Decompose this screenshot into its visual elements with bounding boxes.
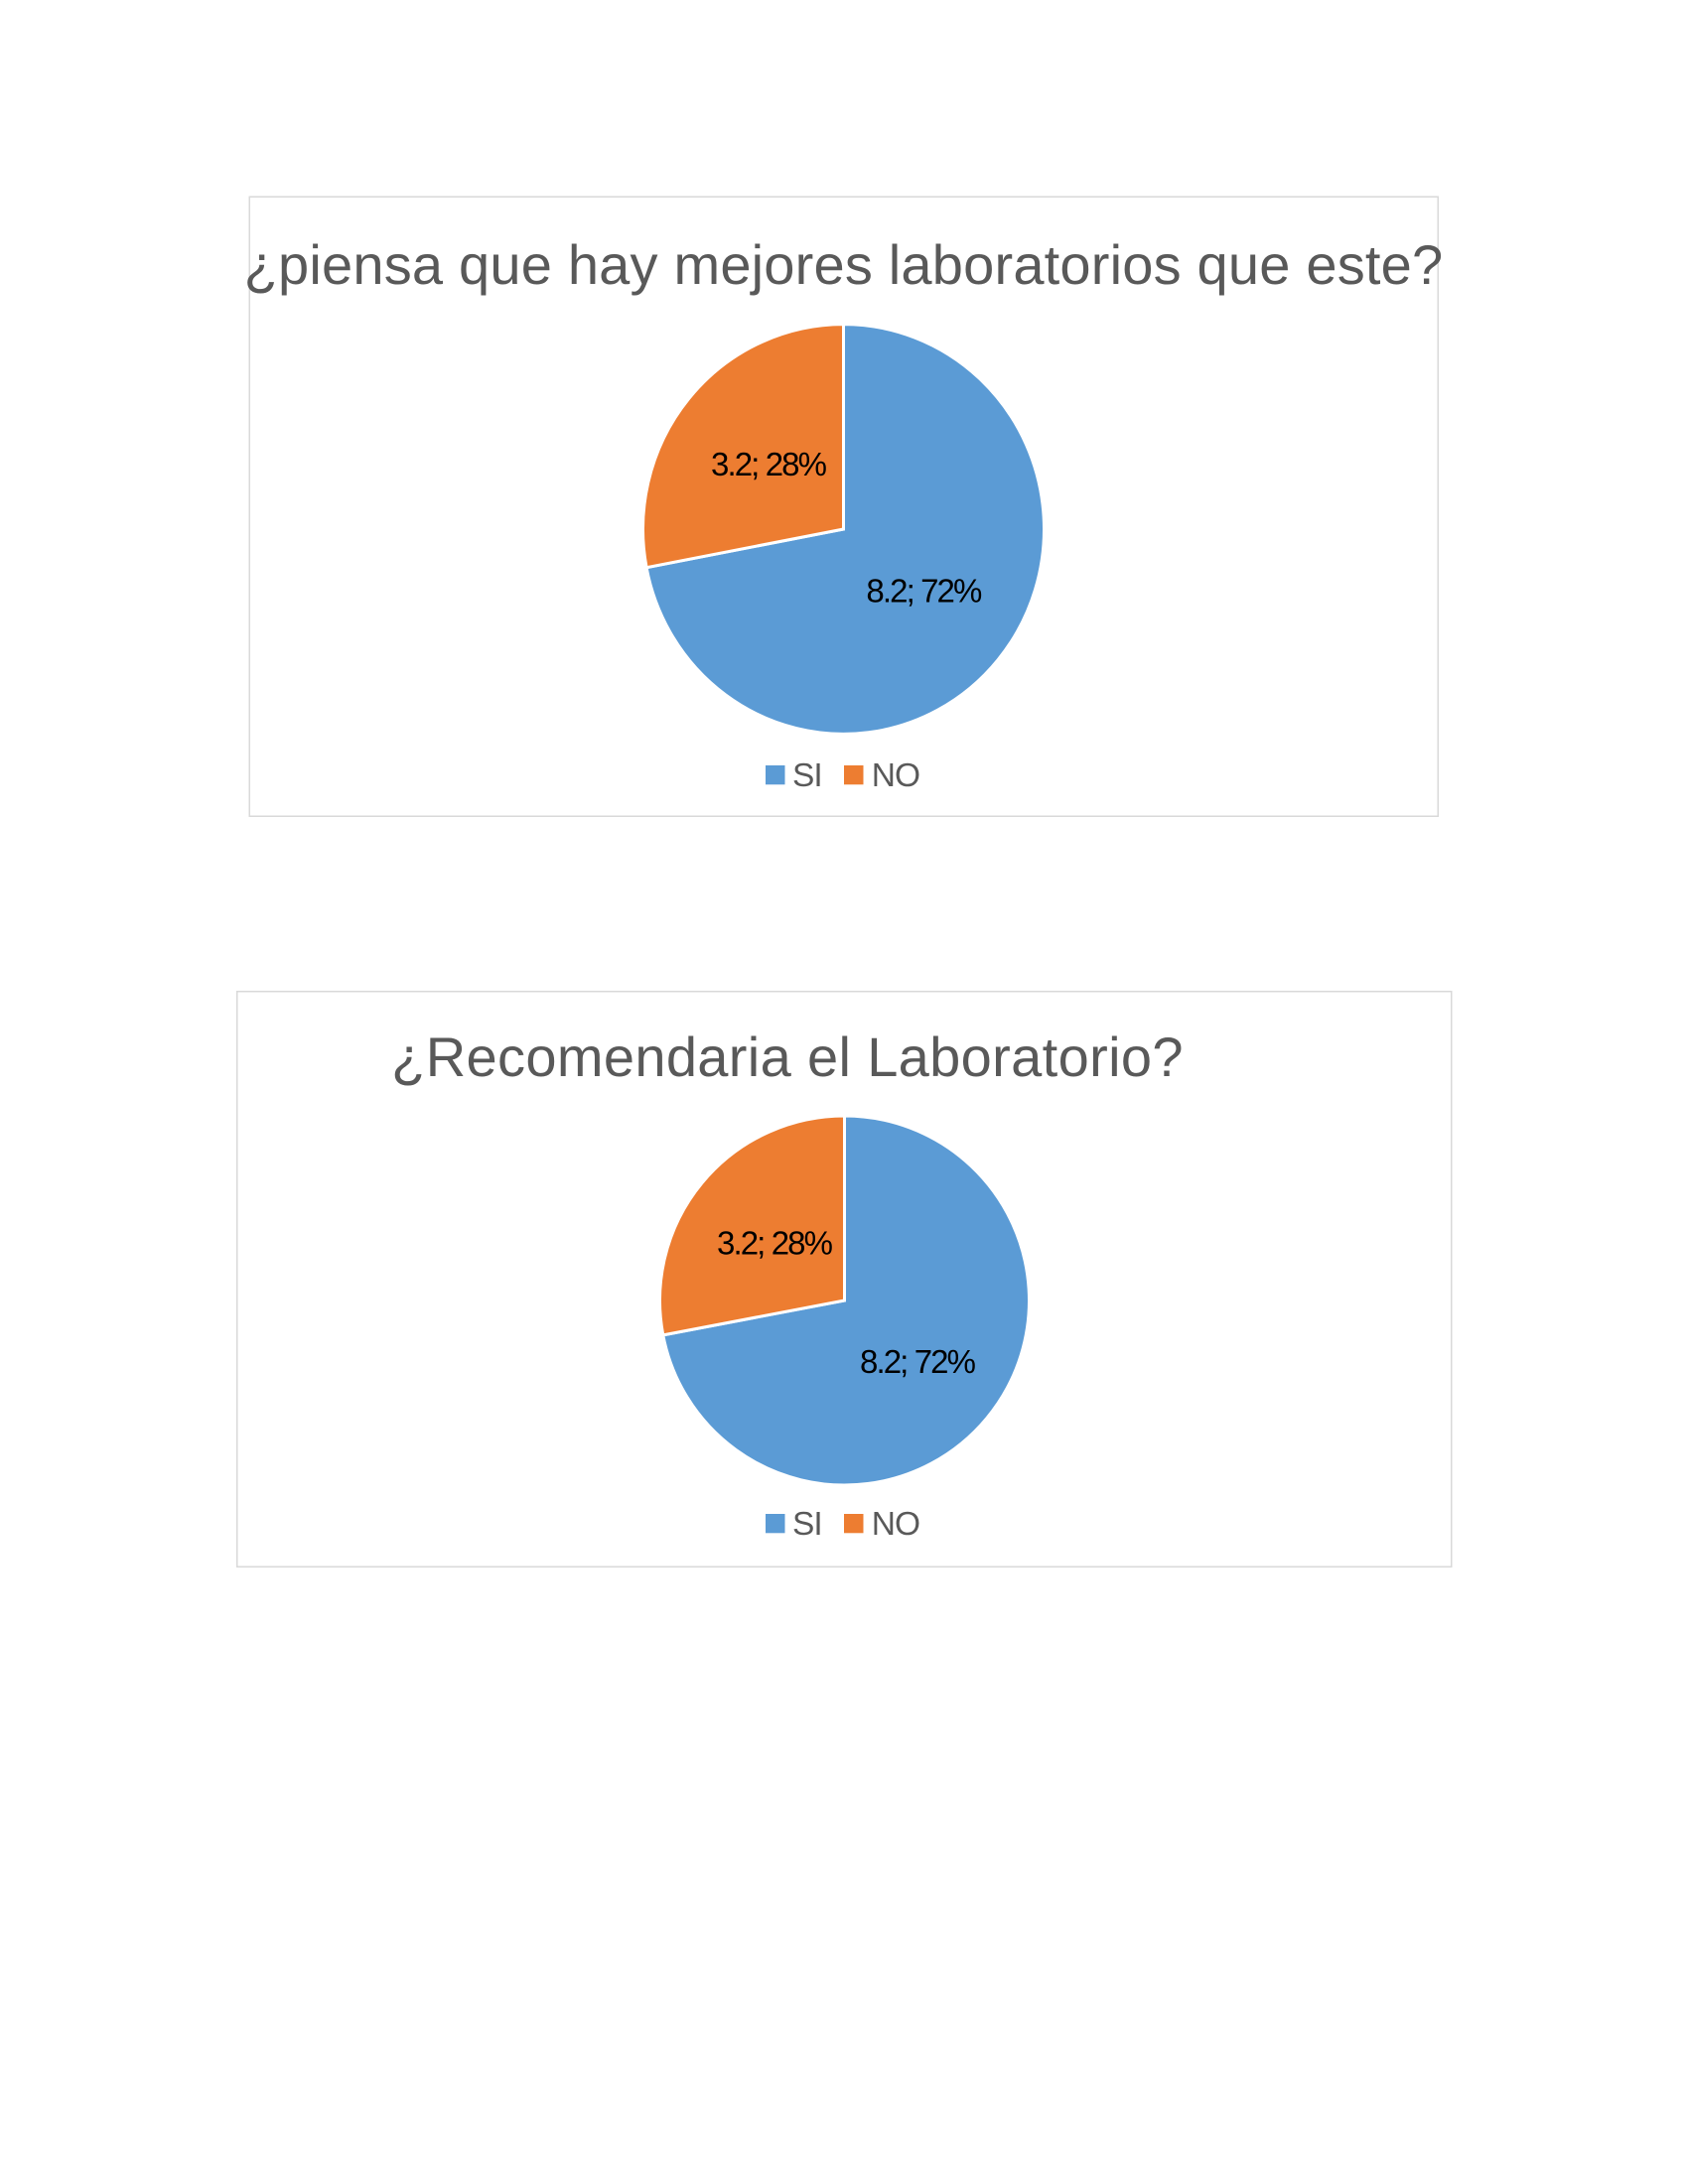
svg-text:SI: SI — [792, 757, 822, 794]
svg-text:¿Recomendaria el Laboratorio?: ¿Recomendaria el Laboratorio? — [391, 1025, 1184, 1088]
svg-text:8.2; 72%: 8.2; 72% — [860, 1343, 976, 1380]
svg-text:SI: SI — [792, 1506, 822, 1543]
svg-text:¿piensa que hay mejores labora: ¿piensa que hay mejores laboratorios que… — [244, 233, 1444, 296]
svg-text:8.2; 72%: 8.2; 72% — [866, 573, 982, 610]
svg-text:NO: NO — [872, 757, 919, 794]
svg-text:3.2; 28%: 3.2; 28% — [717, 1225, 833, 1262]
svg-text:NO: NO — [872, 1506, 919, 1543]
svg-text:3.2; 28%: 3.2; 28% — [711, 446, 827, 482]
